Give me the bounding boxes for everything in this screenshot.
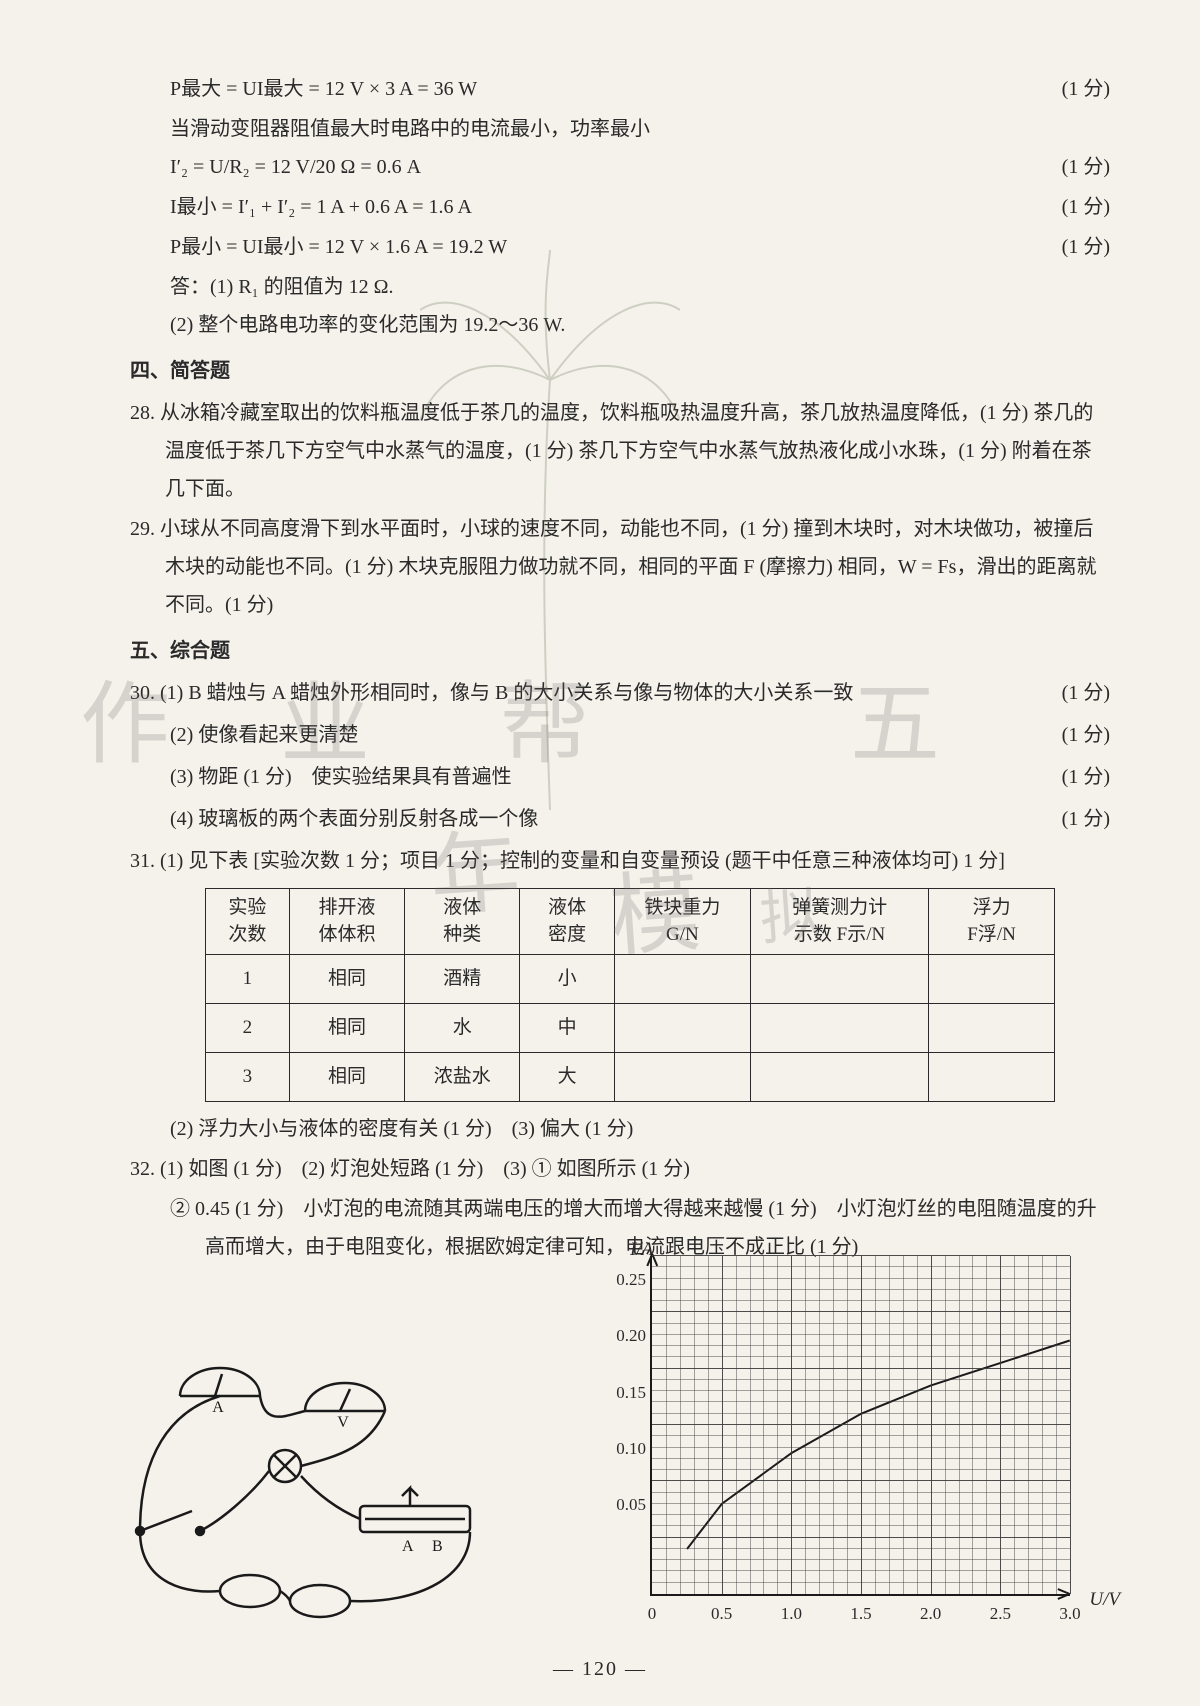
calc-text: P最小 = UI最小 = 12 V × 1.6 A = 19.2 W: [170, 228, 1042, 266]
table-cell: 水: [405, 1004, 520, 1053]
score: (1 分): [1042, 674, 1110, 714]
calc-line-2: 当滑动变阻器阻值最大时电路中的电流最小，功率最小: [110, 110, 1110, 148]
x-tick: 2.0: [920, 1594, 941, 1630]
table-cell: [750, 955, 928, 1004]
table-header: 液体种类: [405, 889, 520, 955]
svg-text:A: A: [402, 1538, 414, 1555]
table-header: 浮力F浮/N: [929, 889, 1055, 955]
section-4-heading: 四、简答题: [110, 352, 1110, 390]
score: (1 分): [1042, 70, 1110, 108]
x-tick: 2.5: [990, 1594, 1011, 1630]
circuit-diagram: A V A B: [110, 1356, 510, 1636]
y-tick: 0.20: [616, 1320, 652, 1352]
q29: 29. 小球从不同高度滑下到水平面时，小球的速度不同，动能也不同，(1 分) 撞…: [110, 510, 1110, 624]
table-cell: 相同: [289, 955, 404, 1004]
calc-ans-1: 答：(1) R₁ 的阻值为 12 Ω.: [110, 268, 1110, 306]
x-tick: 3.0: [1059, 1594, 1080, 1630]
q31-head: 31. (1) 见下表 [实验次数 1 分；项目 1 分；控制的变量和自变量预设…: [110, 842, 1110, 880]
page-number: — 120 —: [0, 1650, 1200, 1688]
score: (1 分): [1042, 188, 1110, 226]
q28: 28. 从冰箱冷藏室取出的饮料瓶温度低于茶几的温度，饮料瓶吸热温度升高，茶几放热…: [110, 394, 1110, 508]
calc-line-4: I最小 = I′₁ + I′₂ = 1 A + 0.6 A = 1.6 A (1…: [110, 188, 1110, 226]
table-cell: 2: [206, 1004, 290, 1053]
table-cell: [929, 1053, 1055, 1102]
table-header: 铁块重力G/N: [614, 889, 750, 955]
y-tick: 0.05: [616, 1489, 652, 1521]
table-row: 3相同浓盐水大: [206, 1053, 1055, 1102]
table-cell: [750, 1004, 928, 1053]
table-cell: 1: [206, 955, 290, 1004]
table-cell: 酒精: [405, 955, 520, 1004]
x-tick: 0.5: [711, 1594, 732, 1630]
y-tick: 0.10: [616, 1433, 652, 1465]
table-cell: [614, 1053, 750, 1102]
q32-1: 32. (1) 如图 (1 分) (2) 灯泡处短路 (1 分) (3) ① 如…: [110, 1150, 1110, 1188]
y-tick: 0.15: [616, 1377, 652, 1409]
calc-ans-2: (2) 整个电路电功率的变化范围为 19.2～36 W.: [110, 306, 1110, 344]
table-cell: 大: [520, 1053, 614, 1102]
calc-text: I最小 = I′₁ + I′₂ = 1 A + 0.6 A = 1.6 A: [170, 188, 1042, 226]
section-5-heading: 五、综合题: [110, 632, 1110, 670]
q30-4: (4) 玻璃板的两个表面分别反射各成一个像: [110, 800, 1042, 838]
q31-2: (2) 浮力大小与液体的密度有关 (1 分) (3) 偏大 (1 分): [110, 1110, 1110, 1148]
table-header: 液体密度: [520, 889, 614, 955]
x-axis-label: U/V: [1089, 1582, 1120, 1618]
score: (1 分): [1042, 148, 1110, 186]
x-tick: 1.5: [850, 1594, 871, 1630]
svg-text:B: B: [432, 1538, 443, 1555]
calc-line-3: I′₂ = U/R₂ = 12 V/20 Ω = 0.6 A (1 分): [110, 148, 1110, 186]
x-tick: 1.0: [781, 1594, 802, 1630]
y-tick: 0.25: [616, 1264, 652, 1296]
calc-line-1: P最大 = UI最大 = 12 V × 3 A = 36 W (1 分): [110, 70, 1110, 108]
table-cell: [614, 1004, 750, 1053]
calc-line-5: P最小 = UI最小 = 12 V × 1.6 A = 19.2 W (1 分): [110, 228, 1110, 266]
table-cell: [614, 955, 750, 1004]
score: (1 分): [1042, 228, 1110, 266]
score: (1 分): [1042, 758, 1110, 798]
table-cell: 中: [520, 1004, 614, 1053]
table-cell: 浓盐水: [405, 1053, 520, 1102]
score: (1 分): [1042, 800, 1110, 840]
table-cell: 3: [206, 1053, 290, 1102]
q30-1: 30. (1) B 蜡烛与 A 蜡烛外形相同时，像与 B 的大小关系与像与物体的…: [110, 674, 1042, 712]
iv-chart: I/A U/V 0.050.100.150.200.2500.51.01.52.…: [590, 1236, 1110, 1636]
table-header: 实验次数: [206, 889, 290, 955]
score: (1 分): [1042, 716, 1110, 756]
table-row: 2相同水中: [206, 1004, 1055, 1053]
table-header: 弹簧测力计示数 F示/N: [750, 889, 928, 955]
table-row: 1相同酒精小: [206, 955, 1055, 1004]
q30-3: (3) 物距 (1 分) 使实验结果具有普遍性: [110, 758, 1042, 796]
table-header: 排开液体体积: [289, 889, 404, 955]
q30-2: (2) 使像看起来更清楚: [110, 716, 1042, 754]
table-cell: 小: [520, 955, 614, 1004]
table-cell: 相同: [289, 1053, 404, 1102]
calc-text: P最大 = UI最大 = 12 V × 3 A = 36 W: [170, 70, 1042, 108]
svg-text:A: A: [212, 1399, 224, 1416]
table-cell: [929, 1004, 1055, 1053]
iv-curve: [687, 1341, 1070, 1549]
svg-text:V: V: [337, 1414, 349, 1431]
table-cell: [929, 955, 1055, 1004]
calc-text: I′₂ = U/R₂ = 12 V/20 Ω = 0.6 A: [170, 148, 1042, 186]
origin-tick: 0: [648, 1594, 657, 1630]
experiment-table: 实验次数排开液体体积液体种类液体密度铁块重力G/N弹簧测力计示数 F示/N浮力F…: [205, 888, 1055, 1102]
table-cell: 相同: [289, 1004, 404, 1053]
table-cell: [750, 1053, 928, 1102]
